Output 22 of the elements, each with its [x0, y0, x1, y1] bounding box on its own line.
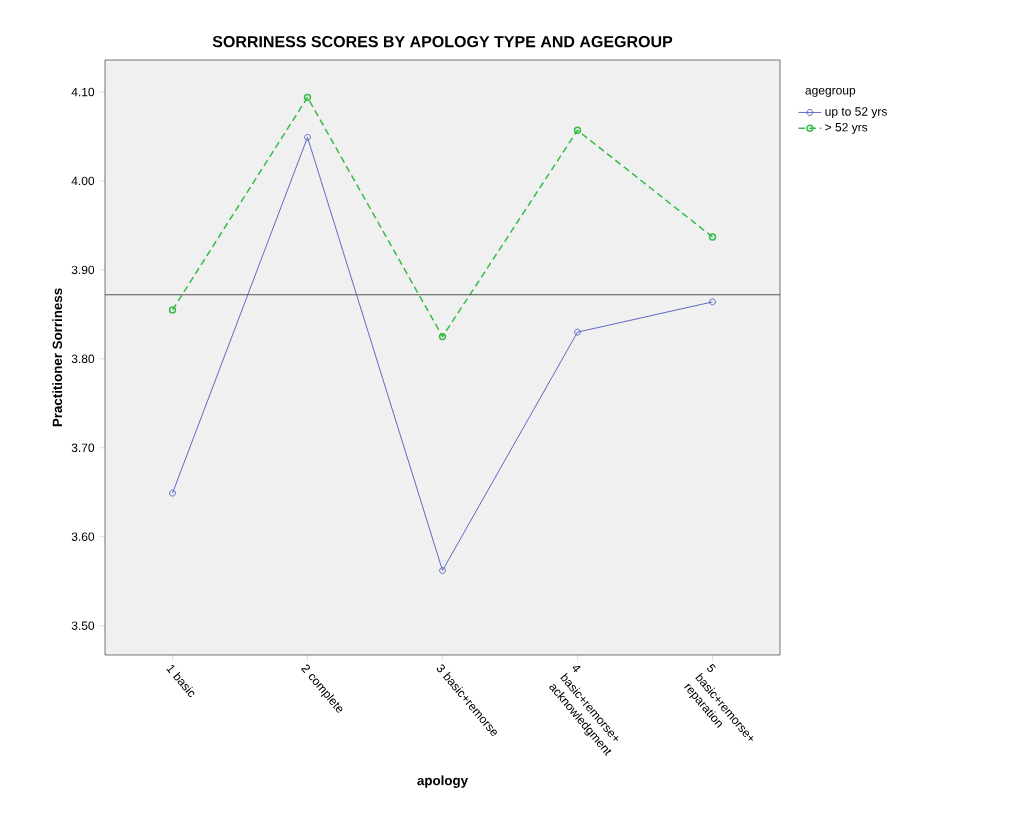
point: [439, 567, 446, 574]
x-axis-title: apology: [417, 775, 468, 788]
legend-title: agegroup: [805, 87, 856, 97]
legend-label: > 52 yrs: [825, 122, 868, 134]
y-tick-label: 3.60: [71, 532, 95, 541]
point: [573, 126, 582, 134]
chart-title: SORRINESS SCORES BY APOLOGY TYPE AND AGEGROUP: [212, 35, 673, 48]
legend-label: up to 52 yrs: [825, 107, 887, 119]
point: [304, 133, 311, 141]
point: [168, 306, 177, 314]
point: [303, 93, 312, 102]
y-tick-label: 4.00: [71, 176, 95, 186]
y-tick-label: 3.80: [71, 354, 95, 364]
point: [708, 233, 717, 241]
point: [574, 328, 581, 336]
y-tick-label: 3.90: [71, 265, 95, 275]
y-tick-label: 3.50: [71, 621, 95, 630]
point: [169, 489, 176, 497]
point: [438, 332, 447, 341]
y-tick-label: 4.10: [71, 87, 95, 97]
y-tick-label: 3.70: [71, 443, 95, 453]
y-axis-title: Practitioner Sorriness: [52, 288, 63, 427]
